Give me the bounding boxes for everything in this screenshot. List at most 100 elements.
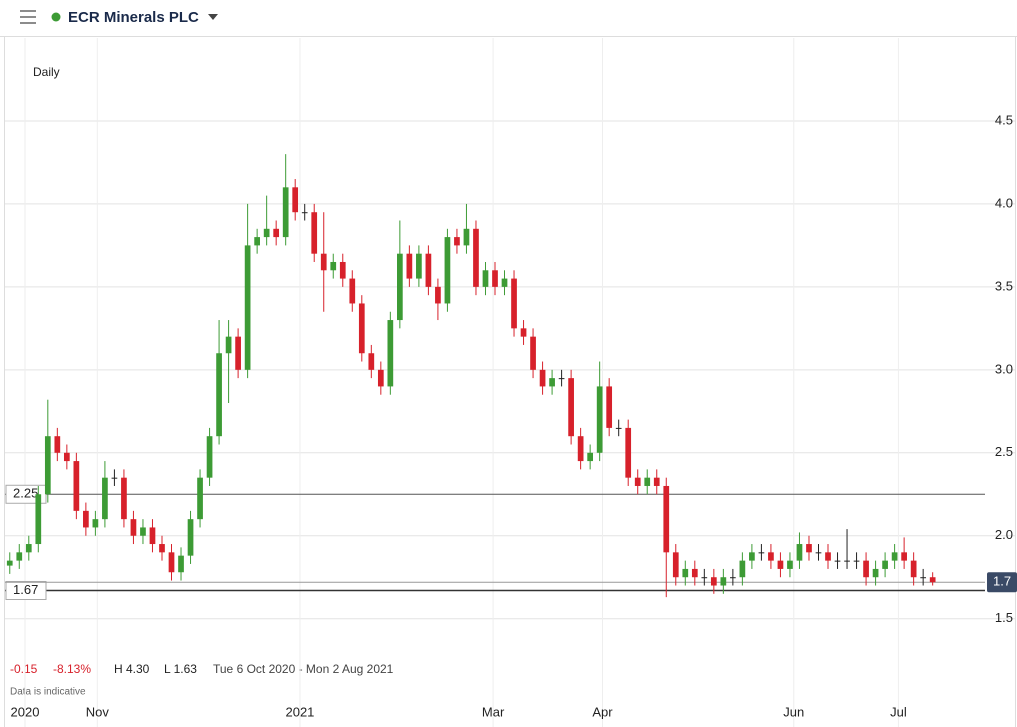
x-tick-label: Nov bbox=[86, 704, 110, 719]
candle-body bbox=[596, 386, 603, 453]
candle-body bbox=[206, 436, 213, 478]
y-tick-label: 4.5 bbox=[995, 112, 1013, 127]
high-stat: H 4.30 bbox=[114, 662, 150, 676]
candle-body bbox=[482, 270, 489, 287]
candle-body bbox=[44, 436, 51, 495]
candle-body bbox=[187, 519, 194, 556]
dropdown-arrow[interactable] bbox=[208, 14, 218, 20]
candle-body bbox=[558, 378, 565, 380]
candle-body bbox=[54, 436, 61, 453]
candle-body bbox=[872, 568, 879, 578]
candle-body bbox=[777, 560, 784, 569]
candle-body bbox=[349, 278, 356, 304]
last-price-label: 1.7 bbox=[993, 574, 1011, 589]
candle-body bbox=[102, 477, 108, 520]
candle-body bbox=[425, 253, 432, 287]
candle-body bbox=[691, 568, 698, 578]
y-tick-label: 3.0 bbox=[995, 361, 1013, 376]
candle-body bbox=[339, 261, 346, 279]
candle-body bbox=[701, 577, 708, 579]
candle-body bbox=[787, 560, 793, 569]
x-tick-label: Apr bbox=[592, 704, 613, 719]
candle-body bbox=[292, 187, 299, 213]
candle-body bbox=[358, 303, 365, 354]
instrument-title[interactable]: ECR Minerals PLC bbox=[68, 9, 199, 26]
menu-icon[interactable] bbox=[20, 10, 36, 24]
candle-body bbox=[454, 237, 460, 246]
candle-body bbox=[663, 485, 670, 553]
candle-body bbox=[435, 286, 441, 304]
y-tick-label: 2.5 bbox=[995, 444, 1013, 459]
candle-body bbox=[768, 552, 774, 561]
change: -0.15 bbox=[10, 662, 38, 676]
y-tick-label: 4.0 bbox=[995, 195, 1013, 210]
candle-body bbox=[901, 552, 907, 561]
candle-body bbox=[520, 328, 527, 337]
candle-body bbox=[463, 228, 470, 246]
candle-body bbox=[882, 560, 888, 569]
candle-body bbox=[891, 552, 898, 561]
candle-body bbox=[587, 452, 593, 462]
candle-body bbox=[834, 560, 841, 562]
candle-body bbox=[444, 237, 451, 304]
candle-body bbox=[758, 552, 765, 554]
candle-body bbox=[634, 477, 641, 486]
candle-body bbox=[377, 369, 384, 387]
candle-body bbox=[368, 353, 375, 370]
candle-body bbox=[920, 577, 927, 579]
level-label: 1.67 bbox=[13, 582, 38, 597]
change-pct: -8.13% bbox=[53, 662, 91, 676]
candle-body bbox=[397, 253, 403, 321]
candle-body bbox=[615, 427, 622, 429]
candle-body bbox=[910, 560, 917, 578]
candle-body bbox=[16, 552, 23, 561]
plot: 1.5 2.0 2.5 3.0 3.5 4.0 4.5 2020 Nov 2021 Mar Apr Ju… bbox=[5, 38, 1017, 727]
candle-body bbox=[549, 378, 555, 387]
candle-body bbox=[387, 320, 394, 387]
candle-body bbox=[606, 386, 613, 428]
candle-body bbox=[235, 336, 241, 370]
candle-body bbox=[672, 552, 679, 578]
candle-body bbox=[863, 560, 869, 578]
level-label: 2.25 bbox=[13, 486, 38, 501]
candle-body bbox=[73, 461, 80, 511]
candle-body bbox=[197, 477, 203, 520]
candle-body bbox=[273, 228, 280, 238]
candle-body bbox=[853, 560, 860, 562]
candle-body bbox=[140, 527, 146, 536]
candle-body bbox=[92, 519, 99, 528]
candle-body bbox=[416, 253, 422, 279]
candle-body bbox=[406, 253, 413, 279]
candle-body bbox=[473, 228, 479, 287]
candle-body bbox=[796, 544, 803, 561]
candle-body bbox=[121, 477, 127, 520]
candle-body bbox=[844, 560, 850, 562]
candle-body bbox=[168, 552, 175, 573]
candle-body bbox=[311, 212, 318, 254]
candle-body bbox=[568, 378, 574, 437]
candle-body bbox=[530, 336, 536, 370]
candle-body bbox=[806, 544, 812, 553]
y-tick-label: 1.5 bbox=[995, 610, 1013, 625]
candle-body bbox=[263, 228, 270, 238]
interval-label: Daily bbox=[33, 65, 60, 79]
status-dot bbox=[51, 12, 61, 22]
candle-body bbox=[216, 353, 222, 437]
x-tick-label: Jul bbox=[890, 704, 907, 719]
level-box bbox=[5, 580, 47, 600]
candle-body bbox=[501, 278, 508, 287]
candle-body bbox=[720, 577, 727, 586]
candle-body bbox=[511, 278, 517, 329]
candle-body bbox=[492, 270, 498, 287]
candle-body bbox=[539, 369, 546, 387]
x-tick-label: Jun bbox=[783, 704, 804, 719]
candle-body bbox=[111, 477, 118, 479]
candle-body bbox=[644, 477, 651, 486]
candle-body bbox=[330, 261, 337, 271]
candle-body bbox=[178, 555, 184, 573]
candle-body bbox=[320, 253, 327, 271]
candle-body bbox=[244, 245, 251, 370]
candle-body bbox=[35, 494, 42, 545]
candle-body bbox=[749, 552, 755, 561]
